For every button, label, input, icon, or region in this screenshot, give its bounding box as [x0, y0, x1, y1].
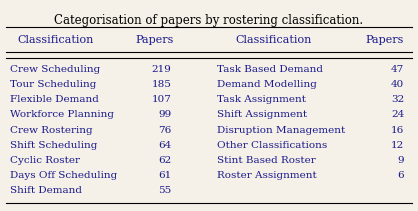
Text: 32: 32 — [391, 95, 404, 104]
Text: Papers: Papers — [136, 35, 174, 45]
Text: Crew Scheduling: Crew Scheduling — [10, 65, 100, 74]
Text: 61: 61 — [158, 171, 172, 180]
Text: Shift Assignment: Shift Assignment — [217, 111, 307, 119]
Text: Roster Assignment: Roster Assignment — [217, 171, 317, 180]
Text: Shift Demand: Shift Demand — [10, 187, 82, 196]
Text: Categorisation of papers by rostering classification.: Categorisation of papers by rostering cl… — [54, 14, 364, 27]
Text: Other Classifications: Other Classifications — [217, 141, 328, 150]
Text: Classification: Classification — [17, 35, 94, 45]
Text: Workforce Planning: Workforce Planning — [10, 111, 114, 119]
Text: Shift Scheduling: Shift Scheduling — [10, 141, 97, 150]
Text: 24: 24 — [391, 111, 404, 119]
Text: Crew Rostering: Crew Rostering — [10, 126, 92, 135]
Text: 99: 99 — [158, 111, 172, 119]
Text: Task Based Demand: Task Based Demand — [217, 65, 323, 74]
Text: 55: 55 — [158, 187, 172, 196]
Text: Stint Based Roster: Stint Based Roster — [217, 156, 316, 165]
Text: Task Assignment: Task Assignment — [217, 95, 306, 104]
Text: Disruption Management: Disruption Management — [217, 126, 346, 135]
Text: Tour Scheduling: Tour Scheduling — [10, 80, 96, 89]
Text: 6: 6 — [398, 171, 404, 180]
Text: 219: 219 — [152, 65, 172, 74]
Text: 40: 40 — [391, 80, 404, 89]
Text: Days Off Scheduling: Days Off Scheduling — [10, 171, 117, 180]
Text: 47: 47 — [391, 65, 404, 74]
Text: Flexible Demand: Flexible Demand — [10, 95, 99, 104]
Text: Classification: Classification — [235, 35, 311, 45]
Text: 62: 62 — [158, 156, 172, 165]
Text: 107: 107 — [152, 95, 172, 104]
Text: 64: 64 — [158, 141, 172, 150]
Text: Demand Modelling: Demand Modelling — [217, 80, 317, 89]
Text: 16: 16 — [391, 126, 404, 135]
Text: 12: 12 — [391, 141, 404, 150]
Text: Papers: Papers — [366, 35, 404, 45]
Text: 9: 9 — [398, 156, 404, 165]
Text: 185: 185 — [152, 80, 172, 89]
Text: 76: 76 — [158, 126, 172, 135]
Text: Cyclic Roster: Cyclic Roster — [10, 156, 80, 165]
